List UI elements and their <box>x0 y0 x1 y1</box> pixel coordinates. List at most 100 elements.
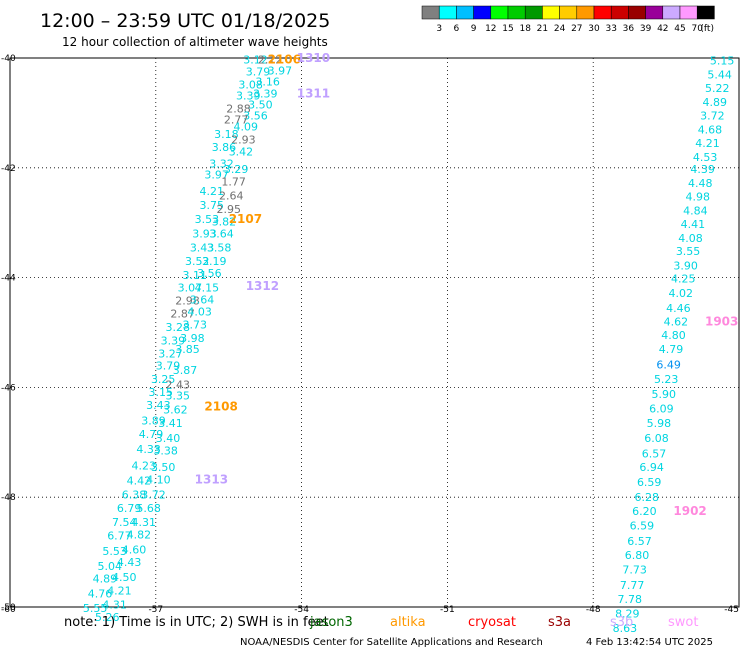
legend-tick-label: 6 <box>454 24 460 34</box>
wave-height-label: 4.48 <box>688 177 713 190</box>
wave-height-label: 5.04 <box>97 560 122 573</box>
wave-height-label: 4.31 <box>102 598 127 611</box>
wave-height-label: 4.82 <box>127 529 152 542</box>
x-tick-label: -54 <box>294 605 309 615</box>
wave-height-label: 4.53 <box>693 151 718 164</box>
x-tick-label: -57 <box>148 605 163 615</box>
wave-height-label: 3.19 <box>202 255 227 268</box>
x-tick-label: -51 <box>440 605 455 615</box>
wave-height-color-scale: 3 6 9 12 15 18 21 24 27 30 33 36 39 42 45 70(ft) <box>421 5 715 34</box>
wave-height-label: 4.02 <box>669 287 694 300</box>
wave-height-label: 4.89 <box>703 96 728 109</box>
wave-height-label: 3.98 <box>180 332 205 345</box>
wave-height-label: 5.55 <box>83 602 108 615</box>
wave-height-label: 3.43 <box>190 241 215 254</box>
legend-tick-label: 33 <box>605 24 616 34</box>
wave-height-label: 3.89 <box>141 414 166 427</box>
legend-swatch <box>679 5 698 20</box>
wave-height-label: 3.18 <box>214 128 239 141</box>
mission-legend: jason3 altika cryosat s3a s3b swot <box>309 615 698 630</box>
wave-height-label: 3.58 <box>207 241 232 254</box>
wave-height-label: 3.90 <box>673 260 698 273</box>
chart-subtitle: 12 hour collection of altimeter wave hei… <box>62 35 328 49</box>
wave-height-label: 6.08 <box>644 432 669 445</box>
wave-height-label: 3.75 <box>200 199 225 212</box>
wave-height-label: 3.16 <box>255 76 280 89</box>
mission-label-s3b: s3b <box>610 615 633 630</box>
wave-height-label: 3.07 <box>178 281 203 294</box>
mission-label-altika: altika <box>390 615 426 630</box>
wave-height-label: 4.10 <box>146 474 171 487</box>
legend-tick-label: 42 <box>657 24 668 34</box>
wave-height-label: 3.86 <box>212 141 237 154</box>
wave-height-label: 2.77 <box>224 113 249 126</box>
wave-height-label: 3.56 <box>197 267 222 280</box>
wave-height-label: 3.29 <box>224 163 249 176</box>
mission-label-jason3: jason3 <box>309 615 353 630</box>
wave-height-label: 6.28 <box>635 491 660 504</box>
wave-height-label: 3.64 <box>190 294 215 307</box>
wave-height-label: 5.90 <box>652 388 677 401</box>
footer-credit: NOAA/NESDIS Center for Satellite Applica… <box>240 637 543 648</box>
legend-swatch <box>559 5 578 20</box>
wave-height-label: 4.23 <box>132 459 157 472</box>
wave-height-label: 6.38 <box>122 488 147 501</box>
wave-height-label: 3.79 <box>246 66 271 79</box>
wave-height-label: 2.93 <box>231 133 256 146</box>
wave-height-label: 3.64 <box>209 228 234 241</box>
legend-tick-label: 15 <box>502 24 513 34</box>
wave-height-label: 4.31 <box>132 516 157 529</box>
wave-height-label: 5.98 <box>647 417 672 430</box>
wave-height-label: 4.39 <box>690 163 715 176</box>
wave-height-label: 3.93 <box>192 228 217 241</box>
wave-height-label: 2.12 <box>258 54 283 67</box>
wave-height-label: 4.79 <box>659 343 684 356</box>
wave-height-label: 4.60 <box>122 543 147 556</box>
legend-tick-label: 3 <box>436 24 442 34</box>
mission-label-cryosat: cryosat <box>468 615 516 630</box>
x-tick-label: -45 <box>724 605 739 615</box>
wave-height-label: 3.40 <box>156 432 181 445</box>
wave-height-label: 6.77 <box>107 530 132 543</box>
y-tick-labels: -40 -42 -44 -46 -48 -50 <box>1 54 16 613</box>
wave-height-label: 4.09 <box>234 121 259 134</box>
legend-tick-label: 12 <box>485 24 496 34</box>
wave-height-label: 6.09 <box>649 402 674 415</box>
mission-label-swot: swot <box>668 615 698 630</box>
wave-height-label: 6.59 <box>630 520 655 533</box>
footer-timestamp: 4 Feb 13:42:54 UTC 2025 <box>586 637 713 648</box>
wave-height-label: 3.97 <box>204 168 229 181</box>
wave-height-label: 3.73 <box>183 318 208 331</box>
wave-height-label: 5.26 <box>95 611 120 624</box>
wave-height-label: 4.21 <box>200 185 225 198</box>
wave-height-label: 3.53 <box>195 213 220 226</box>
legend-swatch <box>542 5 560 20</box>
legend-swatch <box>456 5 474 20</box>
wave-height-label: 6.57 <box>642 447 667 460</box>
wave-height-label: 3.11 <box>183 269 208 282</box>
pass-id-label: 1902 <box>673 504 706 518</box>
wave-height-label: 4.41 <box>681 218 706 231</box>
legend-swatch <box>473 5 492 20</box>
legend-tick-label: 36 <box>623 24 635 34</box>
wave-height-label: 4.98 <box>686 190 711 203</box>
wave-height-label: 4.62 <box>664 316 689 329</box>
wave-height-label: 2.64 <box>219 189 244 202</box>
wave-height-label: 2.43 <box>166 379 191 392</box>
wave-height-label: 3.50 <box>151 461 176 474</box>
legend-tick-label: 45 <box>674 24 685 34</box>
pass-id-label: 1313 <box>195 473 228 487</box>
wave-height-label: 4.21 <box>695 137 720 150</box>
legend-swatch <box>593 5 612 20</box>
wave-height-label: 5.44 <box>707 68 732 81</box>
wave-height-label: 6.20 <box>632 505 657 518</box>
wave-height-label: 3.08 <box>238 78 262 91</box>
legend-swatch <box>524 5 543 20</box>
legend-tick-label: 70 <box>691 24 703 34</box>
wave-height-label: 3.38 <box>153 445 178 458</box>
wave-height-label: 3.12 <box>243 54 268 67</box>
legend-swatch <box>628 5 646 20</box>
x-tick-labels: -60 -57 -54 -51 -48 -45 <box>1 605 739 615</box>
